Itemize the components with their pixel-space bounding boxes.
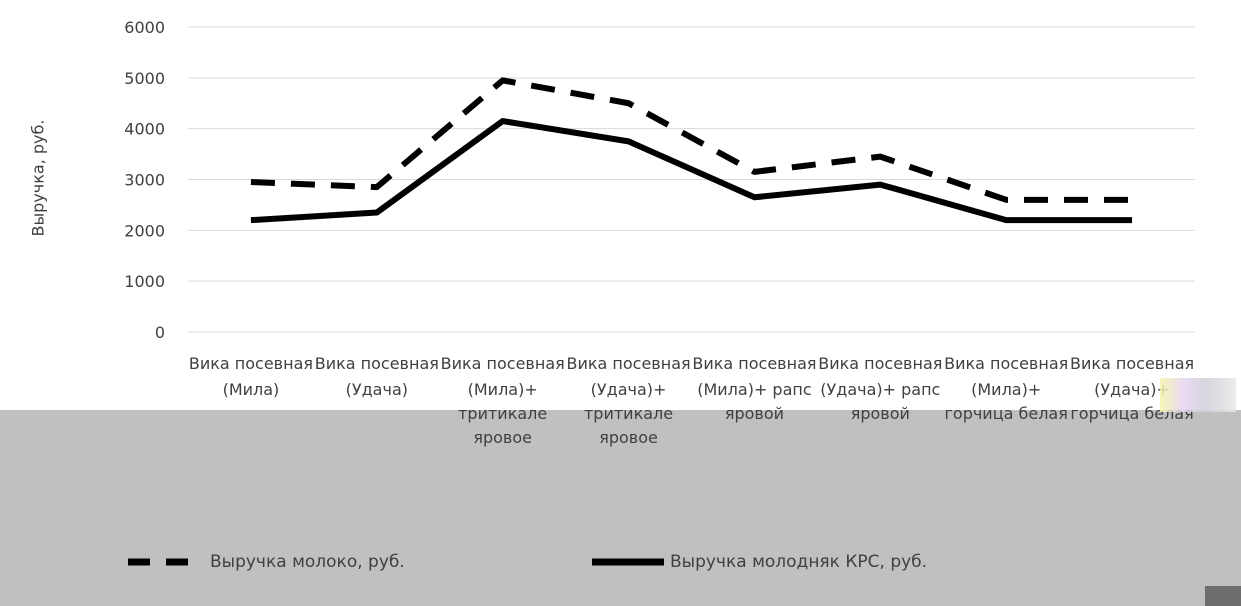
- y-tick-label: 0: [155, 323, 165, 342]
- x-category-label-line1: Вика посевная: [566, 354, 691, 373]
- x-category-label-line2: (Мила)+ горчица белая: [944, 380, 1068, 423]
- y-tick-label: 1000: [124, 272, 165, 291]
- y-tick-label: 4000: [124, 120, 165, 139]
- y-axis-label: Выручка, руб.: [28, 119, 48, 237]
- y-tick-label: 5000: [124, 69, 165, 88]
- x-category-label: Вика посевная (Мила): [185, 352, 317, 402]
- x-category-label: Вика посевная (Удача)+ тритикале яровое: [563, 352, 695, 450]
- image-artifact: [1160, 378, 1236, 412]
- legend-dashed-line-icon: [128, 558, 204, 566]
- gridlines: [188, 26, 1195, 333]
- x-category-label: Вика посевная (Мила)+ рапс яровой: [688, 352, 820, 426]
- legend-item-cattle: Выручка молодняк КРС, руб.: [590, 552, 927, 572]
- x-category-label-line2: (Мила)+ тритикале яровое: [458, 380, 548, 447]
- image-artifact-block: [1205, 586, 1241, 606]
- y-tick-label: 3000: [124, 171, 165, 190]
- legend-item-milk: Выручка молоко, руб.: [126, 552, 405, 572]
- x-category-label-line2: (Мила): [222, 380, 280, 399]
- x-category-label: Вика посевная (Мила)+ тритикале яровое: [437, 352, 569, 450]
- y-axis-ticks: 0 1000 2000 3000 4000 5000 6000: [124, 18, 165, 342]
- x-category-label-line1: Вика посевная: [692, 354, 817, 373]
- legend-background-panel: [0, 410, 1241, 606]
- x-category-label-line1: Вика посевная: [440, 354, 565, 373]
- x-category-label: Вика посевная (Мила)+ горчица белая: [940, 352, 1072, 426]
- y-tick-label: 6000: [124, 18, 165, 37]
- series-line-cattle: [250, 118, 1133, 224]
- x-category-label-line2: (Удача): [345, 380, 408, 399]
- x-category-label-line1: Вика посевная: [314, 354, 439, 373]
- x-category-label-line1: Вика посевная: [818, 354, 943, 373]
- x-category-label: Вика посевная (Удача): [311, 352, 443, 402]
- x-category-label: Вика посевная (Удача)+ горчица белая: [1066, 352, 1198, 426]
- x-category-label-line1: Вика посевная: [1069, 354, 1195, 373]
- x-category-label: Вика посевная (Удача)+ рапс яровой: [814, 352, 946, 426]
- x-category-label-line2: (Мила)+ рапс яровой: [697, 380, 812, 423]
- legend-label-cattle: Выручка молодняк КРС, руб.: [670, 552, 928, 572]
- series-lines: [250, 77, 1133, 224]
- x-category-label-line2: (Удача)+ тритикале яровое: [583, 380, 674, 447]
- y-tick-label: 2000: [124, 221, 165, 240]
- legend-label-milk: Выручка молоко, руб.: [210, 552, 405, 572]
- legend-solid-line-icon: [592, 558, 664, 566]
- x-category-label-line1: Вика посевная: [188, 354, 313, 373]
- x-category-label-line2: (Удача)+ рапс яровой: [820, 380, 941, 423]
- series-line-milk: [250, 77, 1133, 203]
- x-category-label-line1: Вика посевная: [944, 354, 1069, 373]
